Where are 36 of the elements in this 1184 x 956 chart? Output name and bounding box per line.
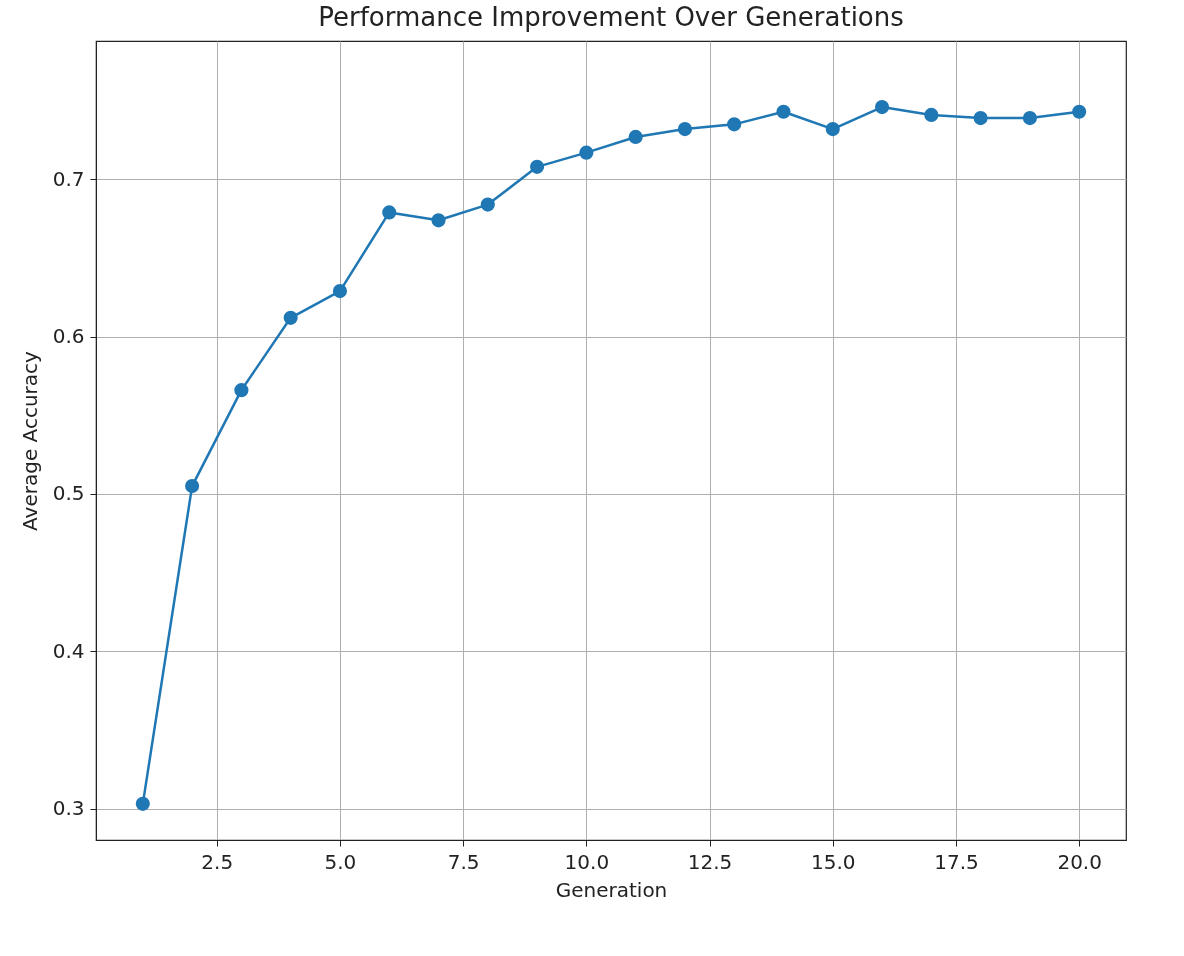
point (135, 796, 150, 811)
point (776, 104, 791, 119)
point (677, 122, 692, 137)
point (234, 383, 249, 398)
y-tick-label: 0.7 (52, 166, 85, 191)
y-axis-title: Average Accuracy (17, 350, 42, 531)
x-tick-label: 12.5 (687, 849, 733, 874)
point (628, 129, 643, 144)
y-tick-label: 0.5 (52, 481, 85, 506)
point (1022, 111, 1037, 126)
point (480, 197, 495, 212)
point (382, 205, 397, 220)
x-tick-label: 20.0 (1057, 849, 1102, 874)
point (973, 111, 988, 126)
point (924, 107, 939, 122)
x-tick-label: 10.0 (564, 849, 610, 874)
y-tick-label: 0.6 (52, 324, 85, 349)
x-tick-label: 17.5 (934, 849, 979, 874)
x-tick-label: 2.5 (201, 849, 234, 874)
chart-title: Performance Improvement Over Generations (318, 2, 904, 32)
point (874, 100, 890, 115)
point (332, 284, 348, 299)
x-axis-title: Generation (555, 877, 668, 902)
point (579, 145, 594, 160)
point (727, 117, 742, 132)
x-tick-label: 15.0 (811, 849, 856, 874)
point (825, 122, 840, 137)
point (431, 213, 446, 228)
point (283, 310, 298, 325)
point (185, 479, 200, 494)
y-tick-label: 0.3 (52, 796, 85, 821)
point (1072, 104, 1087, 119)
point (530, 159, 545, 174)
x-tick-label: 7.5 (447, 849, 480, 874)
y-tick-label: 0.4 (52, 638, 85, 663)
x-tick-label: 5.0 (324, 849, 357, 874)
